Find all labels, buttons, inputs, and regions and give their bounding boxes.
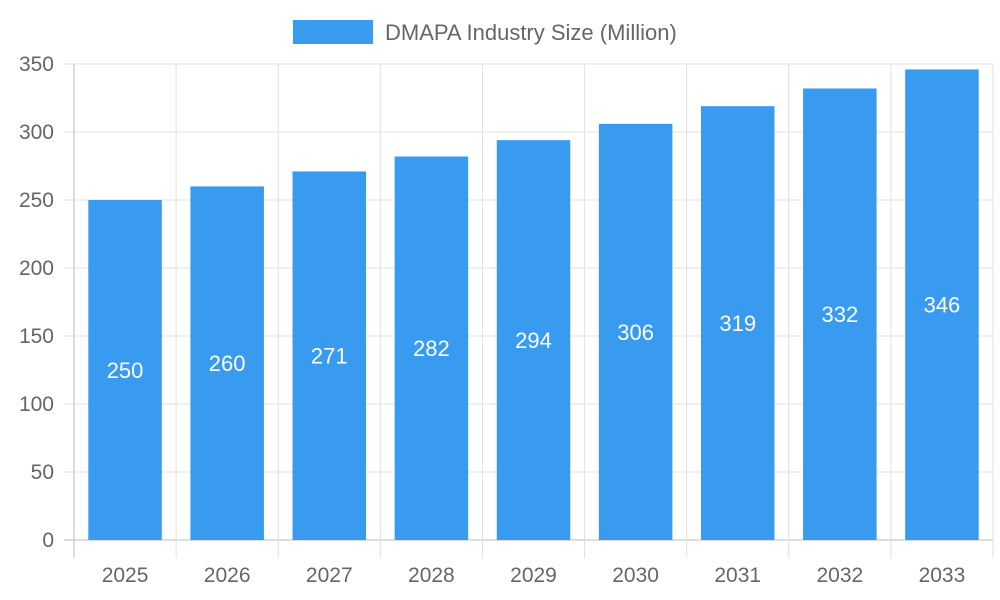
data-label: 282 xyxy=(413,336,450,361)
bars: 250 260 271 282 294 306 319 332 346 xyxy=(88,69,979,541)
x-tick-label: 2032 xyxy=(816,564,863,587)
bar-2027 xyxy=(292,171,367,540)
legend[interactable]: DMAPA Industry Size (Million) xyxy=(293,20,677,45)
y-tick-label: 100 xyxy=(19,393,54,416)
y-tick-label: 350 xyxy=(19,53,54,76)
bar-2030 xyxy=(598,123,673,540)
x-tick-label: 2026 xyxy=(204,564,251,587)
bar-2033 xyxy=(905,69,979,540)
axes: 0 50 100 150 200 250 300 350 2025 2026 2027 2028 202… xyxy=(19,53,965,587)
bar-2025 xyxy=(88,200,162,540)
legend-swatch xyxy=(293,20,373,44)
y-tick-label: 0 xyxy=(42,529,54,552)
x-tick-label: 2033 xyxy=(919,564,966,587)
data-label: 271 xyxy=(311,344,348,369)
y-tick-label: 50 xyxy=(31,461,54,484)
data-label: 306 xyxy=(617,320,654,345)
bar-2029 xyxy=(496,140,571,540)
bar-2032 xyxy=(803,88,877,540)
data-label: 250 xyxy=(107,358,144,383)
x-tick-label: 2028 xyxy=(408,564,455,587)
x-tick-label: 2031 xyxy=(714,564,761,587)
y-tick-label: 250 xyxy=(19,189,54,212)
x-tick-label: 2029 xyxy=(510,564,557,587)
y-tick-label: 200 xyxy=(19,257,54,280)
y-tick-label: 150 xyxy=(19,325,54,348)
y-tick-label: 300 xyxy=(19,121,54,144)
bar-2028 xyxy=(394,156,469,541)
data-label: 346 xyxy=(924,293,961,318)
bar-2031 xyxy=(700,106,775,540)
data-label: 260 xyxy=(209,351,246,376)
data-label: 319 xyxy=(719,311,756,336)
data-label: 294 xyxy=(515,328,552,353)
x-tick-label: 2025 xyxy=(102,564,149,587)
x-tick-label: 2027 xyxy=(306,564,353,587)
data-label: 332 xyxy=(821,302,858,327)
legend-label: DMAPA Industry Size (Million) xyxy=(385,20,677,45)
x-tick-label: 2030 xyxy=(612,564,659,587)
bar-2026 xyxy=(190,186,264,540)
